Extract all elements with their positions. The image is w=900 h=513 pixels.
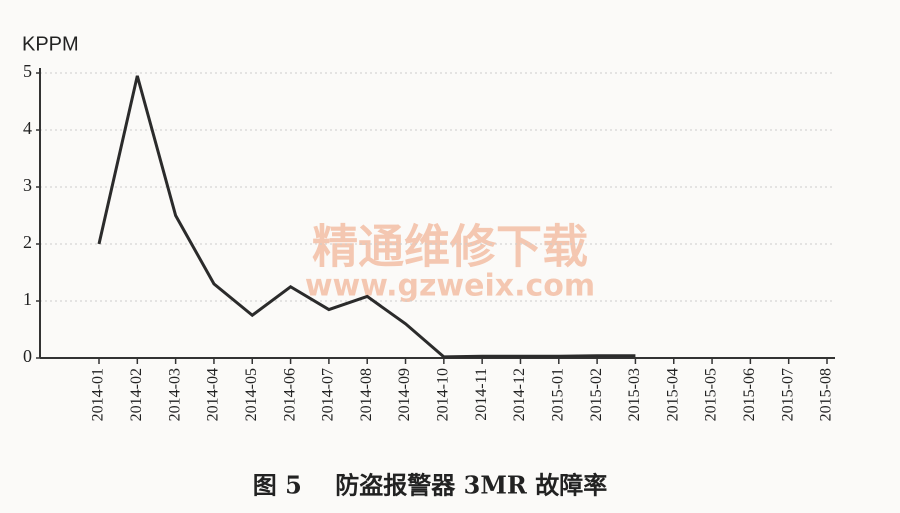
x-tick-label: 2014-06 bbox=[281, 368, 298, 421]
y-tick-label: 0 bbox=[23, 346, 32, 366]
y-tick-label: 2 bbox=[23, 232, 32, 252]
x-tick-label: 2014-01 bbox=[90, 368, 107, 421]
data-line bbox=[97, 75, 636, 359]
y-tick-label: 1 bbox=[23, 289, 32, 309]
x-tick-label: 2015-05 bbox=[703, 368, 720, 421]
x-tick-label: 2015-02 bbox=[588, 368, 605, 421]
x-tick-label: 2014-12 bbox=[511, 368, 528, 421]
x-tick-label: 2014-05 bbox=[243, 368, 260, 421]
watermark: 精通维修下载 bbox=[312, 220, 588, 274]
x-tick-label: 2014-08 bbox=[358, 368, 375, 421]
x-tick-label: 2014-11 bbox=[473, 368, 490, 421]
y-tick-label: 5 bbox=[23, 61, 32, 81]
watermark-url: www.gzweix.com bbox=[305, 269, 595, 304]
x-tick-label: 2014-02 bbox=[128, 368, 145, 421]
y-axis-label: KPPM bbox=[22, 33, 79, 55]
x-tick-label: 2014-09 bbox=[396, 368, 413, 421]
x-tick-label: 2015-07 bbox=[779, 368, 796, 421]
x-tick-label: 2015-04 bbox=[664, 368, 681, 421]
caption: 图 5 防盗报警器 3MR 故障率 bbox=[253, 471, 607, 500]
y-tick-label: 3 bbox=[23, 175, 32, 195]
x-tick-label: 2014-10 bbox=[435, 368, 452, 421]
y-tick-label: 4 bbox=[23, 118, 32, 138]
x-tick-label: 2015-06 bbox=[741, 368, 758, 421]
x-tick-label: 2015-08 bbox=[818, 368, 835, 421]
x-tick-label: 2015-01 bbox=[549, 368, 566, 421]
x-tick-label: 2014-04 bbox=[205, 368, 222, 421]
x-tick-label: 2014-07 bbox=[320, 368, 337, 421]
x-tick-label: 2015-03 bbox=[626, 368, 643, 421]
x-tick-label: 2014-03 bbox=[166, 368, 183, 421]
